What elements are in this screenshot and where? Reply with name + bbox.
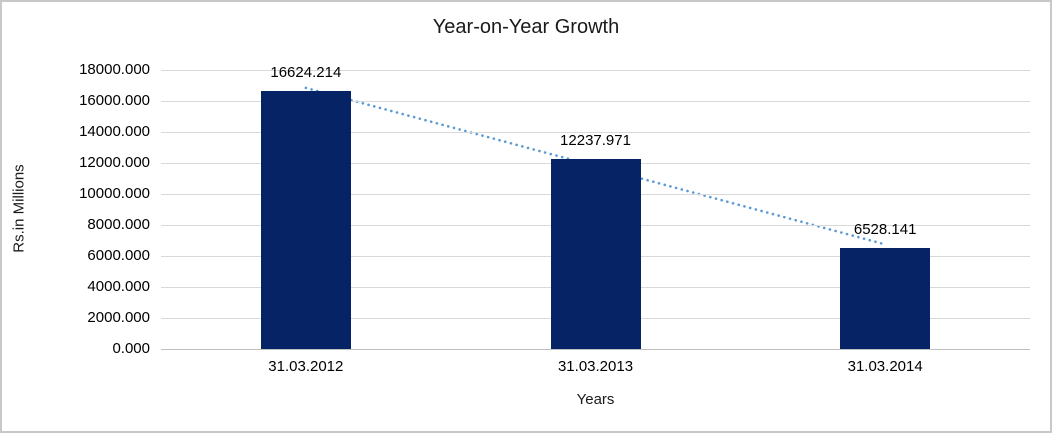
gridline — [161, 131, 1030, 133]
x-tick-label: 31.03.2013 — [557, 358, 634, 375]
bar-31.03.2012 — [260, 91, 351, 349]
plot-area: 16624.214 12237.971 6528.141 — [161, 65, 1030, 350]
data-label: 12237.971 — [560, 132, 631, 150]
bar-31.03.2014 — [840, 247, 931, 349]
y-tick-label: 10000.000 — [79, 185, 150, 202]
gridline — [161, 100, 1030, 102]
x-axis-title: Years — [576, 391, 615, 408]
x-tick-label: 31.03.2014 — [847, 358, 923, 375]
data-label: 6528.141 — [853, 220, 917, 238]
y-tick-label: 4000.000 — [87, 278, 150, 295]
y-tick-label: 12000.000 — [79, 154, 150, 171]
x-tick-label: 31.03.2012 — [268, 358, 344, 375]
y-tick-label: 2000.000 — [87, 309, 150, 326]
y-tick-label: 0.000 — [112, 340, 150, 357]
y-tick-label: 8000.000 — [87, 216, 150, 233]
x-axis-line — [161, 348, 1030, 350]
y-tick-label: 16000.000 — [79, 92, 150, 109]
data-label: 16624.214 — [270, 64, 342, 82]
y-tick-label: 14000.000 — [79, 123, 150, 140]
chart-title: Year-on-Year Growth — [432, 16, 620, 38]
y-tick-label: 6000.000 — [87, 247, 150, 264]
y-tick-label: 18000.000 — [79, 61, 150, 78]
gridline — [161, 69, 1030, 71]
bar-31.03.2013 — [550, 159, 641, 349]
